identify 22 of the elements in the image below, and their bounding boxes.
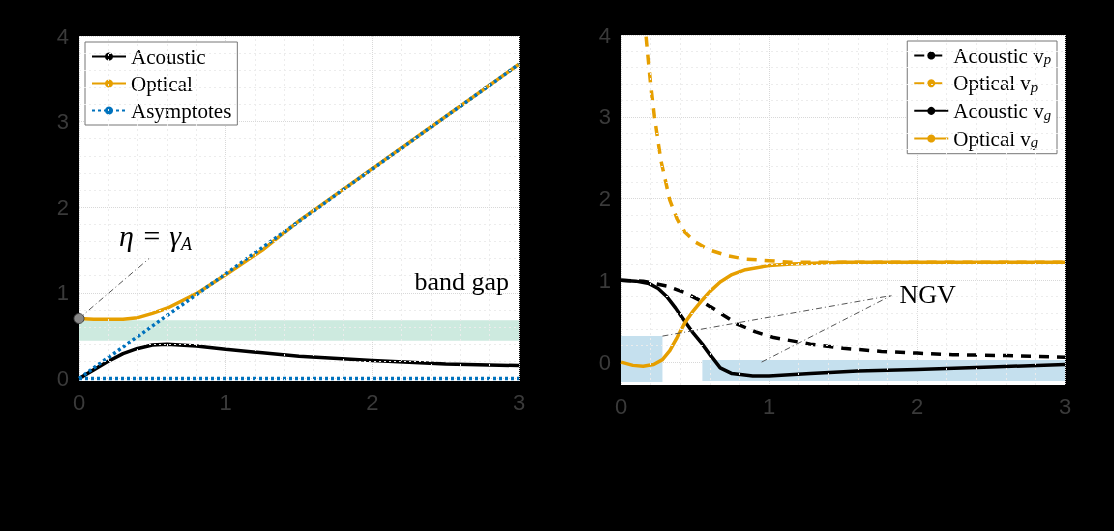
y-tick-label: 2 xyxy=(56,194,69,220)
legend-label: Acoustic xyxy=(131,44,206,69)
x-tick-label: 1 xyxy=(762,393,776,419)
x-tick-label: 3 xyxy=(512,389,526,415)
y-tick-label: 1 xyxy=(56,280,69,306)
y-tick-label: 4 xyxy=(56,23,69,49)
y-tick-label: 1 xyxy=(598,267,611,293)
x-tick-label: 2 xyxy=(366,389,379,415)
band-label: band gap xyxy=(414,266,510,296)
x-tick-label: 0 xyxy=(72,389,86,415)
y-tick-label: 0 xyxy=(56,365,69,391)
y-tick-label: 4 xyxy=(598,22,611,48)
y-tick-label: 2 xyxy=(598,186,611,212)
x-tick-label: 0 xyxy=(614,393,628,419)
x-tick-label: 1 xyxy=(219,389,232,415)
legend-label: Asymptotes xyxy=(131,98,232,123)
y-tick-label: 3 xyxy=(56,109,69,135)
y-tick-label: 3 xyxy=(598,104,611,130)
x-tick-label: 3 xyxy=(1058,393,1072,419)
y-tick-label: 0 xyxy=(598,349,611,375)
x-tick-label: 2 xyxy=(910,393,924,419)
annotation: NGV xyxy=(899,280,956,309)
